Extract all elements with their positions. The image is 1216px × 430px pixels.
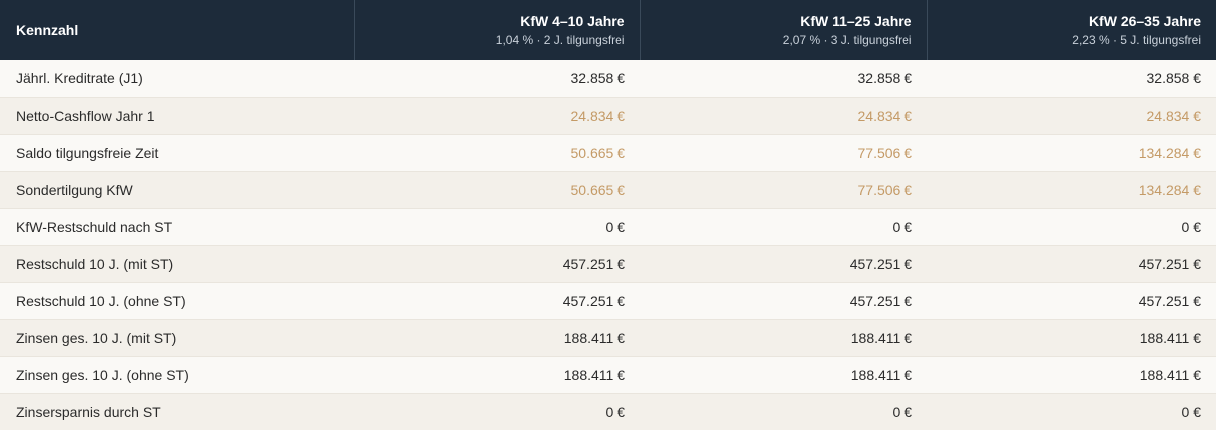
value-cell: 0 € bbox=[640, 208, 927, 246]
table-row: Saldo tilgungsfreie Zeit 50.665 €77.506 €… bbox=[0, 134, 1216, 172]
row-label: Jährl. Kreditrate (J1) bbox=[0, 60, 354, 98]
header-kennzahl[interactable]: Kennzahl bbox=[16, 22, 79, 38]
header-column-kfw-4-10[interactable]: KfW 4–10 Jahre 1,04 % · 2 J. tilgungsfre… bbox=[353, 0, 640, 60]
row-label: Zinsen ges. 10 J. (mit ST) bbox=[0, 319, 354, 357]
row-label: Restschuld 10 J. (ohne ST) bbox=[0, 282, 354, 320]
column-title: KfW 11–25 Jahre bbox=[800, 13, 912, 29]
value-cell: 457.251 € bbox=[927, 245, 1216, 283]
table-row: Restschuld 10 J. (ohne ST) 457.251 €457.2… bbox=[0, 282, 1216, 320]
value-cell: 0 € bbox=[354, 393, 640, 430]
value-cell: 32.858 € bbox=[354, 60, 640, 98]
table-row: KfW-Restschuld nach ST 0 €0 €0 € bbox=[0, 208, 1216, 246]
value-cell: 188.411 € bbox=[927, 356, 1216, 394]
row-label: KfW-Restschuld nach ST bbox=[0, 208, 354, 246]
table-body: Jährl. Kreditrate (J1) 32.858 €32.858 €32… bbox=[0, 60, 1216, 430]
row-label: Sondertilgung KfW bbox=[0, 171, 354, 209]
value-cell: 24.834 € bbox=[354, 97, 640, 135]
table-header: Kennzahl KfW 4–10 Jahre 1,04 % · 2 J. ti… bbox=[0, 0, 1216, 60]
column-title: KfW 4–10 Jahre bbox=[520, 13, 625, 29]
table-row: Zinsersparnis durch ST 0 €0 €0 € bbox=[0, 393, 1216, 430]
value-cell: 50.665 € bbox=[354, 171, 640, 209]
header-row: Kennzahl KfW 4–10 Jahre 1,04 % · 2 J. ti… bbox=[0, 0, 1216, 60]
row-label: Restschuld 10 J. (mit ST) bbox=[0, 245, 354, 283]
value-cell: 24.834 € bbox=[640, 97, 927, 135]
row-label: Zinsen ges. 10 J. (ohne ST) bbox=[0, 356, 354, 394]
value-cell: 32.858 € bbox=[640, 60, 927, 98]
column-title: KfW 26–35 Jahre bbox=[1088, 13, 1201, 29]
value-cell: 77.506 € bbox=[640, 171, 927, 209]
row-label: Zinsersparnis durch ST bbox=[0, 393, 354, 430]
table-row: Jährl. Kreditrate (J1) 32.858 €32.858 €32… bbox=[0, 60, 1216, 98]
value-cell: 0 € bbox=[354, 208, 640, 246]
value-cell: 457.251 € bbox=[354, 282, 640, 320]
value-cell: 0 € bbox=[927, 393, 1216, 430]
column-subtitle: 1,04 % · 2 J. tilgungsfrei bbox=[495, 33, 625, 47]
value-cell: 24.834 € bbox=[927, 97, 1216, 135]
table-row: Sondertilgung KfW 50.665 €77.506 €134.284… bbox=[0, 171, 1216, 209]
value-cell: 188.411 € bbox=[640, 319, 927, 357]
row-label: Saldo tilgungsfreie Zeit bbox=[0, 134, 354, 172]
column-subtitle: 2,23 % · 5 J. tilgungsfrei bbox=[1072, 33, 1201, 47]
value-cell: 134.284 € bbox=[927, 171, 1216, 209]
value-cell: 0 € bbox=[927, 208, 1216, 246]
value-cell: 188.411 € bbox=[354, 319, 640, 357]
value-cell: 188.411 € bbox=[640, 356, 927, 394]
value-cell: 134.284 € bbox=[927, 134, 1216, 172]
value-cell: 457.251 € bbox=[640, 282, 927, 320]
value-cell: 457.251 € bbox=[927, 282, 1216, 320]
row-label: Netto-Cashflow Jahr 1 bbox=[0, 97, 354, 135]
table-row: Netto-Cashflow Jahr 1 24.834 €24.834 €24.… bbox=[0, 97, 1216, 135]
header-column-kfw-26-35[interactable]: KfW 26–35 Jahre 2,23 % · 5 J. tilgungsfr… bbox=[926, 0, 1216, 60]
value-cell: 0 € bbox=[640, 393, 927, 430]
value-cell: 77.506 € bbox=[640, 134, 927, 172]
column-subtitle: 2,07 % · 3 J. tilgungsfrei bbox=[782, 33, 912, 47]
value-cell: 457.251 € bbox=[640, 245, 927, 283]
value-cell: 188.411 € bbox=[927, 319, 1216, 357]
table-row: Zinsen ges. 10 J. (mit ST) 188.411 €188.4… bbox=[0, 319, 1216, 357]
value-cell: 50.665 € bbox=[354, 134, 640, 172]
value-cell: 457.251 € bbox=[354, 245, 640, 283]
value-cell: 188.411 € bbox=[354, 356, 640, 394]
table-row: Restschuld 10 J. (mit ST) 457.251 €457.25… bbox=[0, 245, 1216, 283]
header-column-kfw-11-25[interactable]: KfW 11–25 Jahre 2,07 % · 3 J. tilgungsfr… bbox=[639, 0, 927, 60]
table-row: Zinsen ges. 10 J. (ohne ST) 188.411 €188.… bbox=[0, 356, 1216, 394]
value-cell: 32.858 € bbox=[927, 60, 1216, 98]
